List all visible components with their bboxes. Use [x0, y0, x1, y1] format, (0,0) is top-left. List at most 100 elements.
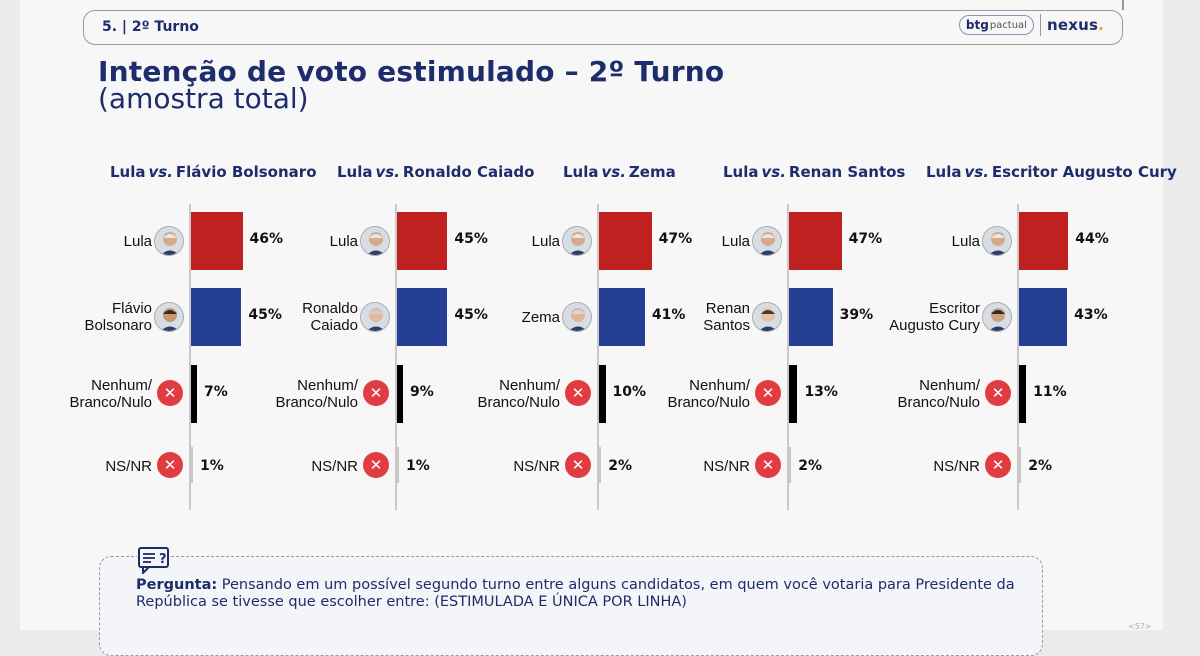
row-label-line: Lula: [123, 232, 152, 250]
data-label: 41%: [651, 307, 686, 323]
row-label-line: Lula: [951, 232, 980, 250]
bar-none: [599, 365, 606, 423]
data-label: 10%: [612, 384, 647, 400]
close-x-icon: ✕: [157, 380, 183, 406]
data-label: 13%: [804, 384, 838, 400]
data-label: 1%: [406, 458, 430, 474]
data-label: 39%: [839, 307, 874, 323]
bar-nsnr: [397, 447, 399, 483]
panel-title-candidate-a: Lula: [926, 163, 962, 181]
bar-opponent: [191, 288, 242, 346]
data-label: 9%: [410, 384, 434, 400]
question-speech-bubble-icon: ?: [137, 546, 171, 574]
row-label-line: Caiado: [310, 317, 358, 334]
row-label-line: Santos: [703, 317, 750, 334]
close-x-icon: ✕: [363, 380, 389, 406]
data-label: 2%: [798, 458, 823, 474]
lula-avatar: [562, 226, 592, 256]
bar-nsnr: [599, 447, 602, 483]
row-label-line: Lula: [721, 232, 750, 250]
row-label-line: Branco/Nulo: [275, 394, 358, 411]
panel-title-candidate-a: Lula: [723, 163, 759, 181]
candidate-avatar: [360, 302, 390, 332]
row-label-line: NS/NR: [513, 457, 560, 475]
nexus-logo: nexus.: [1047, 16, 1104, 34]
lula-avatar: [982, 226, 1012, 256]
data-label: 46%: [249, 231, 284, 247]
data-label: 2%: [1028, 458, 1053, 474]
row-label: NS/NR: [105, 458, 152, 475]
bar-none: [789, 365, 798, 423]
row-label-line: Branco/Nulo: [69, 394, 152, 411]
row-label: Nenhum/Branco/Nulo: [667, 377, 750, 411]
row-label: Lula: [532, 233, 560, 250]
logo-area: btg pactual nexus.: [958, 14, 1104, 36]
panel-title-candidate-b: Flávio Bolsonaro: [175, 163, 317, 181]
row-label: Nenhum/Branco/Nulo: [477, 377, 560, 411]
y-axis-line: [189, 204, 191, 510]
question-label: Pergunta:: [136, 577, 218, 593]
row-label: Lula: [124, 233, 152, 250]
row-label-line: Lula: [329, 232, 358, 250]
row-label-line: Zema: [521, 308, 560, 326]
data-label: 2%: [608, 458, 633, 474]
bar-opponent: [397, 288, 448, 346]
panel-title: Lula vs. Escritor Augusto Cury: [926, 163, 1177, 181]
bar-lula: [1019, 212, 1069, 270]
close-x-icon: ✕: [985, 452, 1011, 478]
lula-avatar: [154, 226, 184, 256]
data-label: 47%: [848, 231, 883, 247]
data-label: 45%: [454, 307, 488, 323]
row-label-line: Nenhum/: [689, 377, 750, 394]
data-label: 47%: [658, 231, 693, 247]
data-label: 1%: [200, 458, 224, 474]
y-axis-line: [1017, 204, 1019, 510]
data-label: 43%: [1074, 307, 1108, 323]
row-label-line: Renan: [705, 300, 750, 317]
panel-title: Lula vs. Ronaldo Caiado: [337, 163, 534, 181]
row-label-line: Branco/Nulo: [897, 394, 980, 411]
row-label: Flávio Bolsonaro: [84, 300, 152, 334]
row-label: Nenhum/Branco/Nulo: [275, 377, 358, 411]
question-text: Pergunta: Pensando em um possível segund…: [136, 577, 1026, 611]
candidate-avatar: [562, 302, 592, 332]
logo-divider: [1039, 14, 1041, 36]
panel-title-candidate-b: Escritor Augusto Cury: [991, 163, 1177, 181]
y-axis-line: [597, 204, 599, 510]
panel-title-vs: vs.: [964, 163, 989, 181]
row-label-line: NS/NR: [105, 457, 152, 475]
bar-nsnr: [1019, 447, 1022, 483]
bar-lula: [397, 212, 448, 270]
row-label-line: Nenhum/: [91, 377, 152, 394]
btg-pactual-logo: btg pactual: [958, 15, 1034, 35]
data-label: 7%: [204, 384, 228, 400]
bar-opponent: [599, 288, 645, 346]
close-x-icon: ✕: [565, 452, 591, 478]
row-label: Zema: [522, 309, 560, 326]
row-label: Nenhum/Branco/Nulo: [69, 377, 152, 411]
bar-lula: [789, 212, 842, 270]
header-bar: 5. | 2º Turno btg pactual nexus.: [83, 10, 1123, 45]
row-label: Nenhum/Branco/Nulo: [897, 377, 980, 411]
bar-lula: [191, 212, 243, 270]
lula-avatar: [752, 226, 782, 256]
question-box: ? Pergunta: Pensando em um possível segu…: [99, 546, 1043, 656]
row-label: Lula: [330, 233, 358, 250]
panel-title-candidate-a: Lula: [110, 163, 146, 181]
data-label: 11%: [1033, 384, 1067, 400]
panel-title-candidate-b: Ronaldo Caiado: [402, 163, 535, 181]
panel-title: Lula vs. Flávio Bolsonaro: [110, 163, 317, 181]
btg-logo-text: btg: [965, 18, 989, 32]
panel-title-candidate-a: Lula: [337, 163, 373, 181]
row-label-line: Nenhum/: [297, 377, 358, 394]
row-label-line: Nenhum/: [499, 377, 560, 394]
panel-title-candidate-b: Renan Santos: [788, 163, 906, 181]
page-title: Intenção de voto estimulado – 2º Turno: [98, 55, 725, 88]
row-label-line: NS/NR: [933, 457, 980, 475]
y-axis-line: [787, 204, 789, 510]
panel-title-candidate-b: Zema: [628, 163, 676, 181]
y-axis-line: [395, 204, 397, 510]
row-label-line: Flávio: [111, 300, 152, 317]
question-body: Pensando em um possível segundo turno en…: [136, 577, 1015, 610]
row-label: Renan Santos: [703, 300, 750, 334]
